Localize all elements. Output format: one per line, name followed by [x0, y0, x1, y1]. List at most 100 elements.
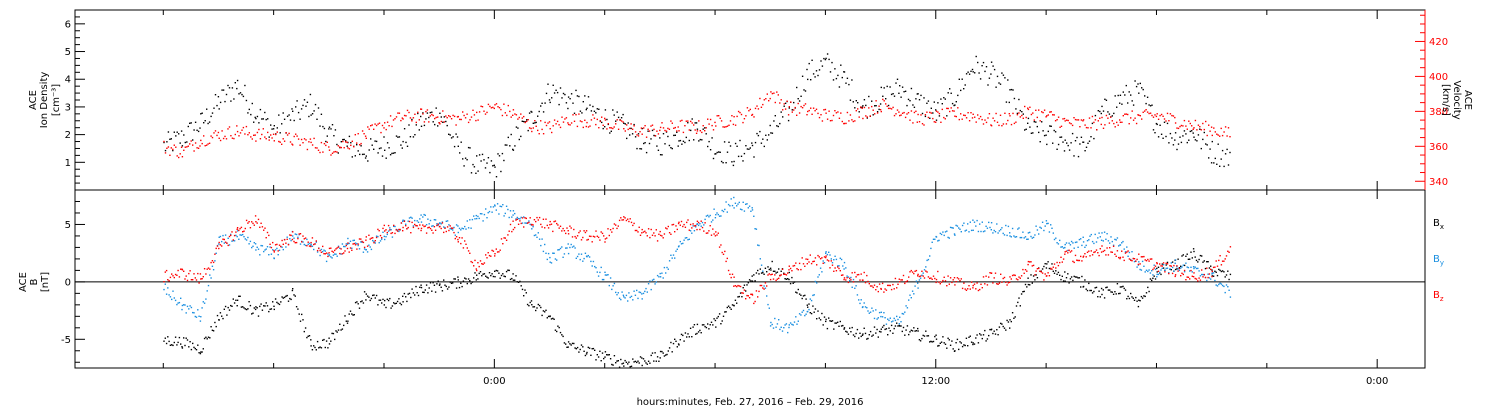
bx-point [406, 300, 408, 303]
bz-point [647, 228, 650, 230]
velocity-point [878, 105, 880, 107]
bz-point [1208, 273, 1211, 275]
density-point [189, 122, 191, 124]
velocity-point [1100, 123, 1102, 126]
velocity-point [196, 147, 198, 149]
velocity-point [457, 115, 459, 118]
by-point [878, 311, 881, 314]
by-point [212, 269, 215, 271]
velocity-point [346, 141, 348, 144]
bz-point [829, 267, 831, 269]
density-point [604, 109, 607, 111]
density-point [544, 102, 546, 104]
bz-point [492, 250, 495, 252]
velocity-point [199, 145, 201, 147]
bz-point [185, 275, 187, 277]
density-point [517, 127, 519, 129]
density-point [371, 144, 373, 146]
bx-point [1085, 288, 1087, 290]
bx-point [917, 330, 919, 332]
by-point [344, 245, 346, 248]
density-point [874, 105, 876, 107]
bz-point [753, 302, 755, 305]
bx-point [623, 365, 625, 367]
bz-point [327, 255, 329, 258]
bx-point [210, 326, 212, 328]
density-point [651, 129, 654, 132]
bz-point [1119, 256, 1122, 259]
velocity-point [595, 123, 597, 126]
bz-point [624, 217, 626, 219]
bz-point [420, 229, 422, 232]
velocity-point [1107, 117, 1109, 119]
density-point [852, 101, 854, 103]
bx-point [314, 346, 316, 349]
by-point [600, 266, 602, 269]
density-point [889, 86, 891, 88]
density-point [957, 94, 959, 97]
velocity-point [987, 117, 989, 119]
by-point [843, 261, 846, 264]
bz-point [574, 235, 576, 238]
bz-point [909, 271, 911, 273]
velocity-point [273, 140, 275, 142]
by-point [671, 257, 673, 259]
velocity-point [406, 109, 409, 112]
bx-point [980, 334, 982, 336]
bx-point [861, 334, 864, 336]
bx-point [405, 296, 407, 298]
bx-point [1062, 280, 1065, 282]
bz-point [805, 258, 807, 260]
bx-point [356, 301, 358, 303]
bx-point [724, 311, 726, 313]
velocity-point [528, 127, 531, 129]
bz-point [1090, 250, 1092, 252]
bz-point [1038, 267, 1040, 270]
by-point [972, 219, 974, 221]
density-point [678, 140, 680, 142]
bx-point [658, 360, 660, 362]
velocity-point [579, 120, 582, 122]
by-point [949, 226, 952, 229]
velocity-point [1155, 115, 1158, 118]
density-point [1229, 151, 1231, 154]
velocity-point [898, 111, 900, 113]
bx-point [842, 324, 844, 327]
density-point [336, 143, 338, 146]
density-point [718, 151, 720, 153]
bx-point [228, 309, 231, 311]
density-point [831, 61, 833, 64]
density-point [954, 104, 956, 106]
density-point [1107, 111, 1109, 113]
velocity-point [985, 121, 988, 124]
bz-point [798, 262, 801, 265]
by-point [167, 287, 169, 289]
density-point [314, 103, 317, 106]
by-point [173, 297, 175, 299]
bx-point [255, 306, 257, 308]
bx-point [770, 269, 772, 271]
bz-point [302, 235, 304, 237]
density-point [538, 110, 540, 113]
bz-point [1048, 275, 1051, 277]
by-point [898, 323, 900, 325]
legend-by: By [1433, 254, 1444, 267]
by-point [528, 220, 530, 222]
by-point [849, 279, 851, 282]
bz-point [676, 228, 678, 231]
velocity-point [1022, 117, 1024, 119]
bz-point [800, 268, 802, 271]
density-point [460, 141, 462, 143]
bz-point [429, 227, 432, 230]
bx-point [419, 286, 421, 288]
density-point [375, 140, 378, 143]
by-point [369, 246, 371, 248]
bz-point [478, 265, 480, 268]
bx-point [876, 328, 878, 331]
bx-point [889, 330, 891, 332]
by-point [654, 283, 656, 285]
by-point [174, 299, 177, 302]
bz-point [686, 221, 688, 224]
density-point [949, 88, 951, 90]
by-point [457, 231, 459, 234]
